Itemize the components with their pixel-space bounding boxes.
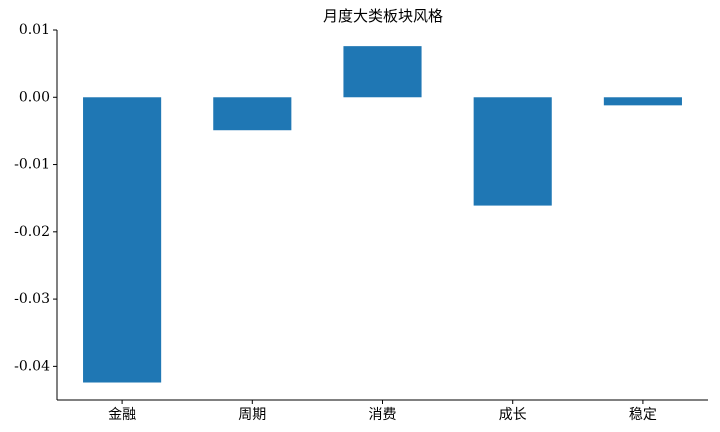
y-tick-label: -0.01	[14, 157, 50, 173]
x-tick-label: 稳定	[629, 407, 657, 423]
y-tick-label: 0.00	[19, 89, 50, 105]
bar	[213, 97, 292, 131]
x-tick-label: 周期	[238, 407, 266, 423]
bar	[83, 97, 162, 383]
y-tick-label: -0.04	[14, 358, 50, 374]
x-tick-label: 消费	[369, 407, 397, 423]
x-tick-label: 金融	[108, 407, 136, 423]
bar	[473, 97, 552, 206]
chart-title: 月度大类板块风格	[323, 7, 443, 25]
bar	[343, 46, 422, 98]
bar	[603, 97, 682, 106]
y-tick-label: -0.03	[14, 291, 50, 307]
y-tick-label: 0.01	[19, 22, 50, 38]
y-tick-label: -0.02	[14, 224, 50, 240]
x-tick-label: 成长	[499, 407, 527, 423]
